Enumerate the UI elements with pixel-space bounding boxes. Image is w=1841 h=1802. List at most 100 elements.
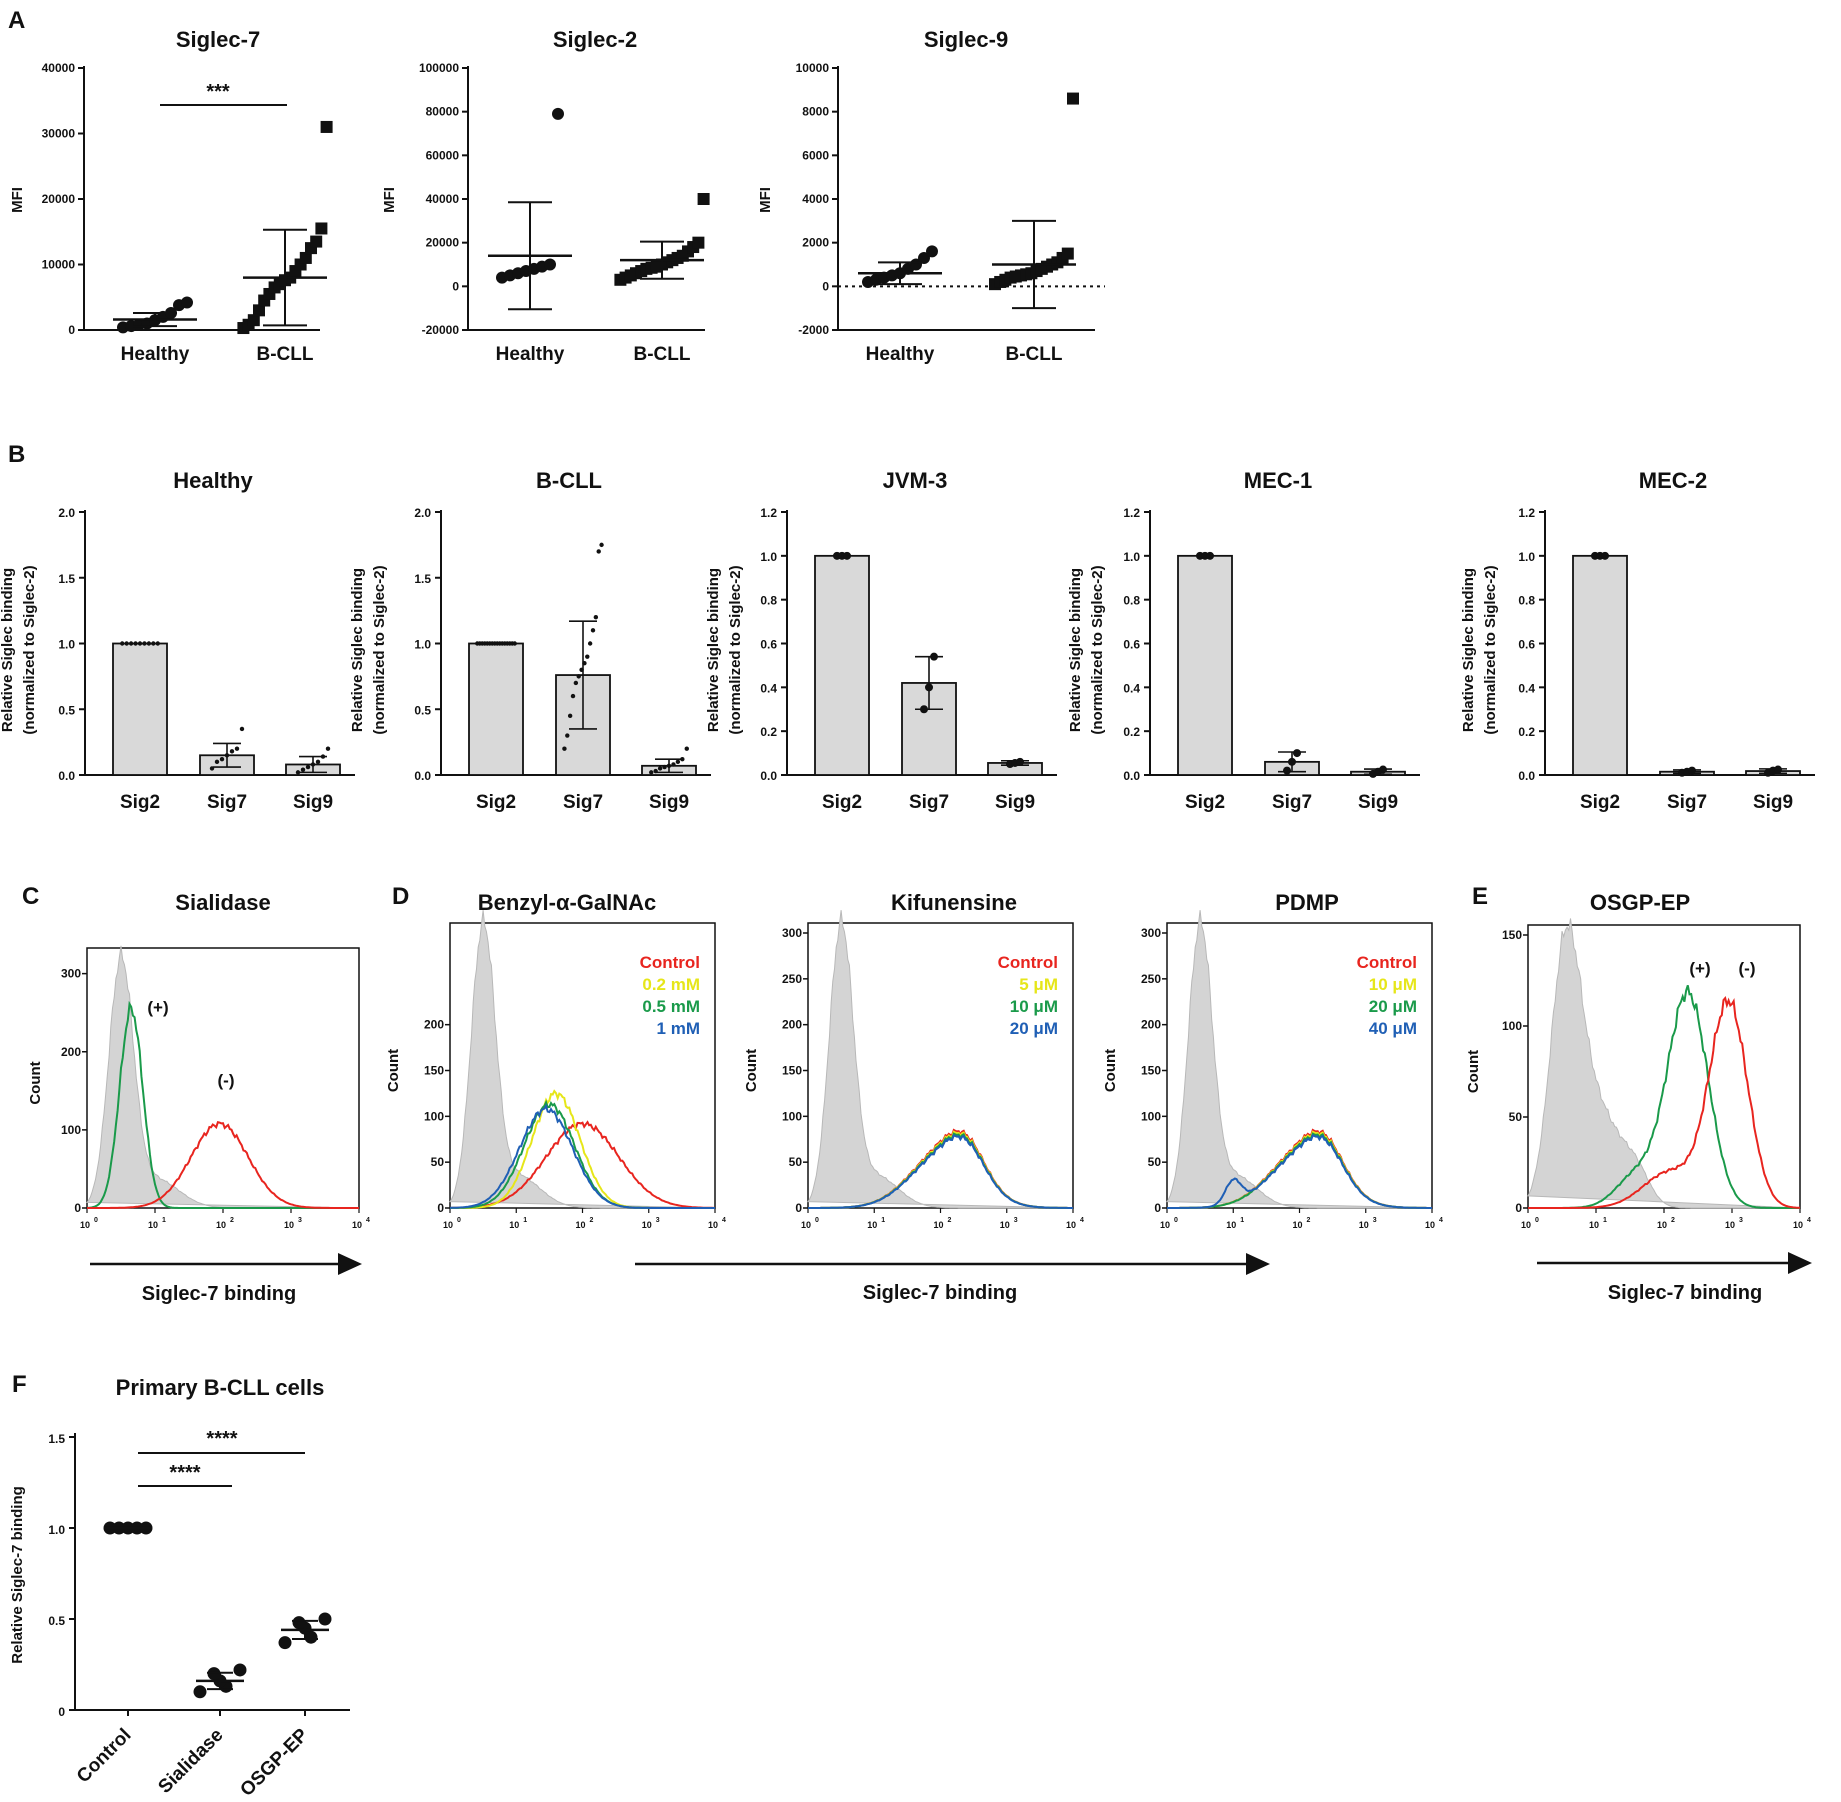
y-tick-label: 0.8 [1123, 594, 1140, 608]
data-point [128, 641, 134, 646]
bar [468, 642, 524, 776]
control-histogram-fill [807, 910, 1074, 1209]
data-point [920, 705, 928, 714]
x-tick-exponent: 1 [881, 1217, 885, 1224]
x-category-label: Sig7 [563, 792, 603, 813]
y-tick-label: 0.0 [1123, 769, 1140, 783]
data-point [843, 551, 851, 560]
data-point [278, 1636, 292, 1650]
data-point [653, 768, 658, 774]
x-tick-exponent: 2 [1671, 1217, 1675, 1224]
y-tick-label: 1.2 [1518, 506, 1535, 520]
data-point [918, 251, 930, 264]
data-point [552, 107, 564, 120]
data-point [662, 764, 667, 770]
x-tick-exponent: 0 [94, 1217, 98, 1224]
data-point [229, 749, 235, 754]
data-point [320, 120, 333, 133]
histogram-series-minus [87, 1121, 359, 1209]
legend-entry: 20 μM [1010, 1019, 1058, 1038]
x-tick-label: 10 [80, 1220, 90, 1230]
x-tick-label: 10 [933, 1220, 943, 1230]
x-tick-label: 10 [352, 1220, 362, 1230]
legend-entry: 10 μM [1369, 975, 1417, 994]
data-point [124, 641, 129, 646]
x-tick-exponent: 3 [298, 1217, 302, 1224]
y-tick-label: 0.6 [1518, 638, 1535, 652]
y-axis-label: MFI [757, 187, 774, 213]
x-tick-exponent: 0 [815, 1217, 819, 1224]
y-tick-label: 50 [789, 1155, 803, 1169]
data-point [315, 759, 321, 765]
control-histogram-fill [1527, 918, 1801, 1209]
legend-entry: 5 μM [1019, 975, 1058, 994]
x-category-label: Sig2 [476, 792, 516, 813]
data-point [692, 236, 705, 249]
y-tick-label: 40000 [426, 192, 460, 206]
y-tick-label: 8000 [802, 105, 829, 119]
x-tick-exponent: 1 [523, 1217, 527, 1224]
legend-entry: Control [1357, 953, 1417, 972]
y-tick-label: 100 [424, 1109, 444, 1123]
y-tick-label: 10000 [42, 258, 76, 272]
y-axis-label: Count [1465, 1050, 1482, 1093]
chart-title: Siglec-9 [924, 27, 1008, 52]
y-tick-label: 250 [782, 972, 802, 986]
y-axis-label: Relative Siglec binding [1067, 568, 1084, 732]
x-category-label: Sig9 [1753, 792, 1793, 813]
x-tick-label: 10 [1226, 1220, 1236, 1230]
data-point [305, 764, 311, 770]
data-point [142, 641, 147, 646]
y-tick-label: -2000 [798, 323, 829, 337]
x-category-label: Healthy [866, 344, 935, 365]
y-tick-label: 0.5 [414, 703, 431, 717]
data-point [1379, 765, 1387, 774]
x-category-label: Sig7 [1272, 792, 1312, 813]
x-tick-exponent: 3 [1014, 1217, 1018, 1224]
x-tick-exponent: 2 [590, 1217, 594, 1224]
arrow-head [1246, 1253, 1270, 1275]
y-tick-label: 150 [782, 1064, 802, 1078]
y-axis-label: (normalized to Siglec-2) [1089, 565, 1106, 734]
x-category-label: Sig2 [1185, 792, 1225, 813]
y-axis-label: Relative Siglec-7 binding [9, 1486, 26, 1664]
y-tick-label: 0 [452, 279, 459, 293]
chart-title: Primary B-CLL cells [116, 1375, 325, 1400]
data-point [585, 654, 590, 659]
x-tick-exponent: 1 [1240, 1217, 1244, 1224]
y-tick-label: 1.5 [414, 572, 431, 586]
y-tick-label: 100 [61, 1123, 81, 1137]
panel-a-chart-2: Siglec-2 -20000 0 20000 40000 60000 80000 10000… [381, 27, 710, 365]
data-point [1206, 551, 1214, 560]
annotation-plus: (+) [147, 998, 168, 1017]
legend-entry: Control [640, 953, 700, 972]
y-axis-label: (normalized to Siglec-2) [1482, 565, 1499, 734]
annotation-plus: (+) [1689, 959, 1710, 978]
panel-label-c: C [22, 883, 39, 910]
x-tick-exponent: 1 [162, 1217, 166, 1224]
y-tick-label: 0.4 [1123, 681, 1140, 695]
y-tick-label: 40000 [42, 61, 76, 75]
data-point [680, 757, 685, 762]
y-axis-label: Count [743, 1049, 760, 1092]
x-tick-label: 10 [867, 1220, 877, 1230]
y-tick-label: 1.5 [58, 572, 75, 586]
x-tick-label: 10 [575, 1220, 585, 1230]
y-tick-label: 1.0 [1123, 550, 1140, 564]
data-point [1601, 551, 1609, 560]
data-point [181, 296, 193, 309]
legend-entry: Control [998, 953, 1058, 972]
y-tick-label: 0 [437, 1201, 444, 1215]
x-tick-label: 10 [216, 1220, 226, 1230]
x-category-label: Healthy [496, 344, 565, 365]
x-tick-exponent: 3 [1373, 1217, 1377, 1224]
data-point [1061, 247, 1074, 260]
panel-a-chart-3: Siglec-9 -2000 0 2000 4000 6000 8000 10000 MFI He… [757, 27, 1105, 365]
data-point [219, 757, 225, 762]
data-point [151, 641, 156, 646]
data-point [310, 762, 316, 767]
chart-title: Sialidase [175, 890, 270, 915]
